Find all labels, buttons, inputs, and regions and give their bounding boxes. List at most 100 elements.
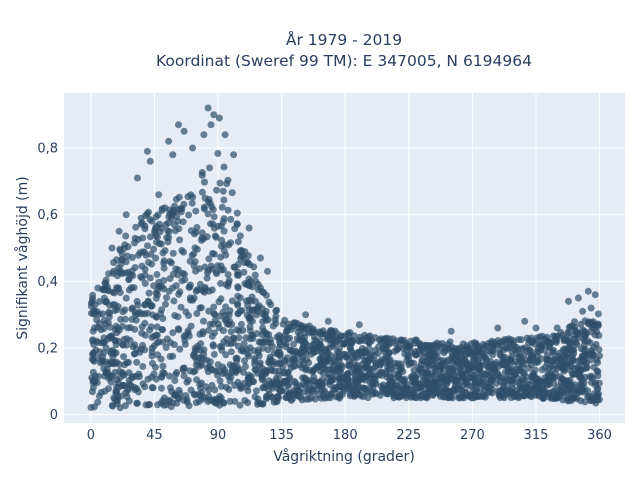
data-point: [138, 329, 146, 337]
data-point: [594, 385, 602, 393]
data-point: [582, 364, 590, 372]
data-point: [197, 354, 205, 362]
data-point: [290, 377, 298, 385]
data-point: [197, 340, 205, 348]
data-point: [222, 281, 230, 289]
x-tick-label: 135: [269, 428, 294, 443]
data-point: [379, 381, 387, 389]
data-point: [108, 244, 116, 252]
data-point: [227, 340, 235, 348]
data-point: [139, 341, 147, 349]
data-point: [218, 203, 226, 211]
data-point: [175, 193, 183, 201]
data-point: [154, 351, 162, 359]
data-point: [102, 298, 110, 306]
y-tick-label: 0: [50, 408, 58, 423]
data-point: [224, 271, 232, 279]
data-point: [199, 395, 206, 403]
data-point: [148, 344, 156, 352]
data-point: [508, 384, 516, 392]
data-point: [152, 375, 160, 383]
data-point: [595, 346, 603, 353]
data-point: [141, 280, 149, 287]
data-point: [225, 386, 233, 393]
data-point: [253, 330, 261, 337]
data-point: [184, 376, 192, 384]
data-point: [219, 363, 227, 371]
data-point: [214, 222, 222, 230]
data-point: [561, 336, 569, 344]
data-point: [228, 368, 236, 376]
data-point: [222, 351, 230, 359]
x-tick-label: 180: [333, 428, 358, 443]
data-point: [559, 396, 567, 404]
data-point: [506, 357, 514, 365]
data-point: [198, 188, 206, 196]
data-point: [394, 389, 401, 397]
data-point: [342, 339, 350, 347]
y-axis-ticks: 0 0,2 0,4 0,6 0,8: [37, 142, 58, 424]
data-point: [144, 309, 152, 317]
data-point: [515, 392, 523, 400]
data-point: [180, 372, 188, 380]
data-point: [192, 207, 200, 215]
data-point: [236, 294, 244, 302]
data-point: [456, 394, 463, 402]
data-point: [156, 282, 163, 290]
data-point: [311, 395, 319, 403]
data-point: [94, 284, 102, 292]
data-point: [89, 295, 96, 303]
data-point: [439, 360, 447, 368]
data-point: [99, 310, 107, 318]
data-point: [120, 353, 128, 361]
data-point: [197, 304, 205, 312]
data-point: [217, 295, 225, 303]
data-point: [162, 221, 170, 229]
data-point: [343, 370, 351, 378]
data-point: [217, 280, 225, 287]
data-point: [215, 324, 223, 332]
data-point: [210, 250, 218, 258]
data-point: [138, 310, 146, 318]
data-point: [481, 378, 489, 386]
data-point: [233, 209, 241, 217]
data-point: [162, 344, 170, 351]
x-tick-label: 0: [87, 428, 95, 443]
data-point: [216, 377, 224, 385]
data-point: [175, 121, 182, 129]
data-point: [303, 356, 311, 363]
data-point: [338, 332, 345, 340]
data-point: [169, 352, 177, 360]
data-point: [100, 285, 108, 293]
data-point: [158, 384, 165, 392]
data-point: [321, 387, 329, 395]
data-point: [439, 376, 446, 384]
data-point: [237, 320, 245, 328]
data-point: [318, 349, 326, 357]
data-point: [298, 323, 306, 330]
data-point: [279, 320, 287, 328]
data-point: [210, 303, 218, 311]
data-point: [521, 389, 529, 397]
data-point: [539, 394, 547, 402]
data-point: [339, 350, 347, 358]
data-point: [324, 373, 332, 381]
data-point: [253, 311, 260, 319]
data-point: [211, 329, 219, 337]
data-point: [405, 361, 413, 369]
data-point: [574, 371, 582, 379]
data-point: [469, 352, 477, 360]
data-point: [89, 368, 97, 376]
data-point: [176, 288, 184, 296]
data-point: [128, 304, 136, 312]
data-point: [231, 397, 239, 405]
data-point: [226, 377, 234, 385]
data-point: [141, 383, 149, 391]
data-point: [192, 399, 200, 407]
data-point: [519, 369, 527, 377]
data-point: [213, 270, 221, 278]
data-point: [268, 343, 276, 351]
data-point: [145, 289, 153, 297]
data-point: [285, 320, 293, 328]
data-point: [308, 387, 316, 395]
